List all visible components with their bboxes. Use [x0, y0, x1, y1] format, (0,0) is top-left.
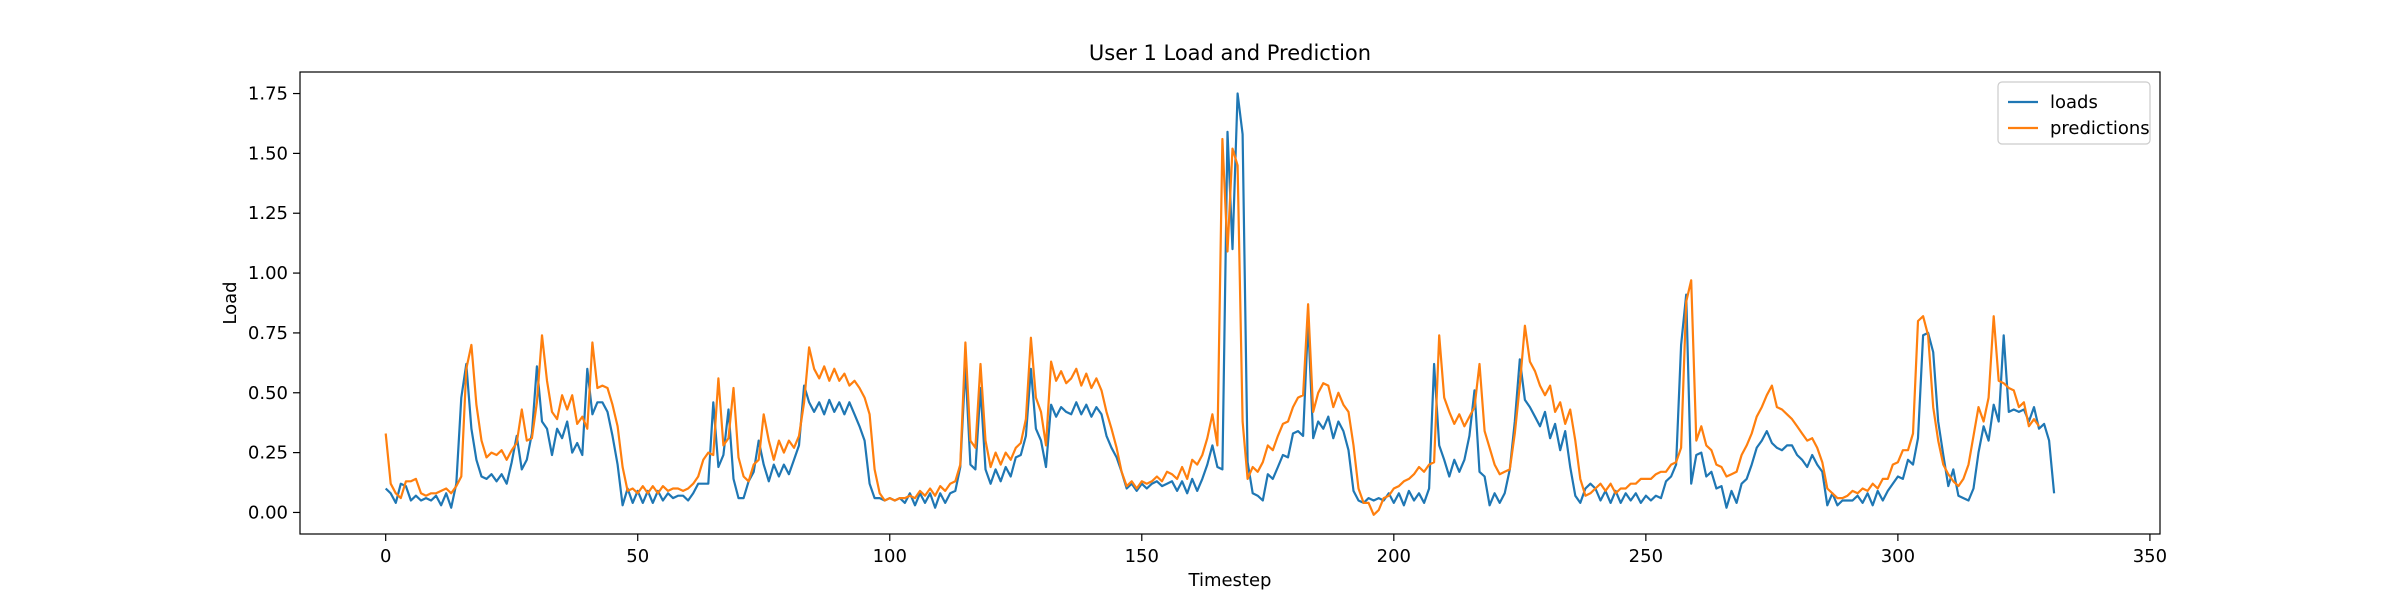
legend-label-predictions: predictions [2050, 118, 2150, 139]
axes-layer: 0 50 100 150 200 250 300 350 0.00 0.25 0.50 0.75 1.0… [248, 71, 2167, 567]
x-tick-label: 150 [1125, 546, 1159, 567]
series-line-predictions [384, 137, 2040, 516]
y-tick-label: 0.50 [248, 383, 288, 404]
y-tick-label: 0.75 [248, 323, 288, 344]
legend-label-loads: loads [2050, 92, 2098, 113]
y-tick-label: 0.00 [248, 502, 288, 523]
plot-frame [299, 71, 2161, 535]
x-tick-label: 250 [1629, 546, 1663, 567]
x-tick-label: 300 [1881, 546, 1915, 567]
series-layer [384, 92, 2056, 516]
y-tick-label: 1.50 [248, 143, 288, 164]
x-tick-label: 0 [380, 546, 391, 567]
x-tick-label: 100 [873, 546, 907, 567]
x-tick-label: 200 [1377, 546, 1411, 567]
x-axis-label: Timestep [1188, 570, 1272, 591]
series-line-loads [384, 92, 2056, 509]
chart-title: User 1 Load and Prediction [1089, 41, 1371, 65]
y-tick-label: 1.25 [248, 203, 288, 224]
y-tick-label: 1.00 [248, 263, 288, 284]
x-tick-label: 50 [626, 546, 649, 567]
y-tick-label: 0.25 [248, 443, 288, 464]
x-tick-label: 350 [2133, 546, 2167, 567]
legend: loads predictions [1997, 81, 2151, 145]
y-axis-label: Load [220, 281, 241, 324]
y-tick-label: 1.75 [248, 84, 288, 105]
